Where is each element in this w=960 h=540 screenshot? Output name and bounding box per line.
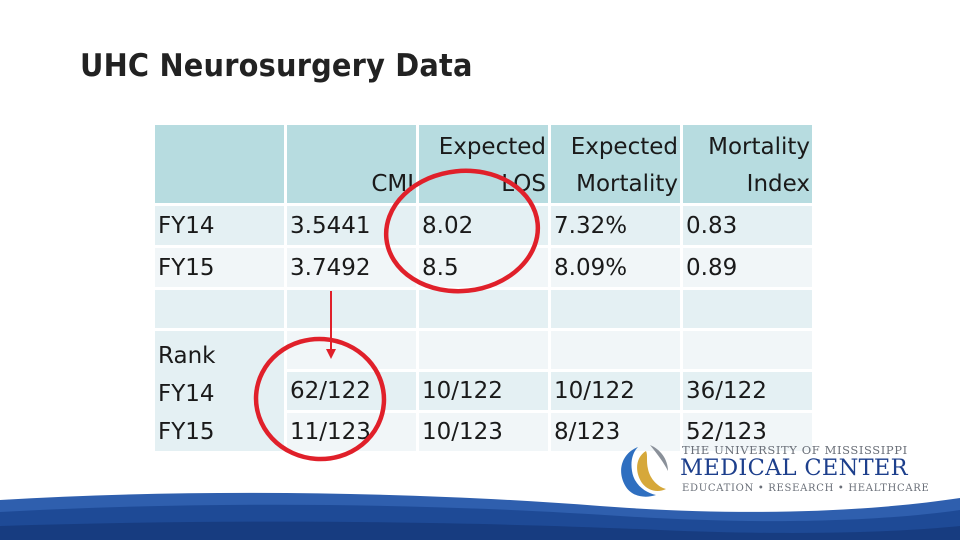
cell-fy15-expected-los: 8.5: [419, 248, 548, 287]
header-expected-mortality-line1: Expected: [570, 134, 678, 160]
header-cmi: CMI: [287, 125, 416, 203]
header-expected-mortality: Expected Mortality: [551, 125, 680, 203]
rank-fy14-mortality-index: 36/122: [683, 372, 812, 410]
blank-cell: [419, 331, 548, 369]
logo-line1: THE UNIVERSITY OF MISSISSIPPI: [682, 443, 908, 457]
logo-line3: EDUCATION • RESEARCH • HEALTHCARE: [682, 483, 930, 494]
blank-cell: [287, 331, 416, 369]
blank-cell: [287, 290, 416, 328]
cell-fy15-cmi: 3.7492: [287, 248, 416, 287]
cell-fy14-expected-mortality: 7.32%: [551, 206, 680, 245]
rank-fy15-expected-los: 10/123: [419, 413, 548, 451]
header-mortality-index-line1: Mortality: [708, 134, 810, 160]
header-expected-los-line2: LOS: [501, 171, 546, 197]
header-cmi-line1: CMI: [371, 171, 414, 197]
rank-label-fy15: FY15: [158, 419, 215, 445]
header-expected-mortality-line2: Mortality: [576, 171, 678, 197]
blank-cell: [155, 290, 284, 328]
rank-label: Rank: [158, 343, 216, 369]
header-blank: [155, 125, 284, 203]
cell-fy15-expected-mortality: 8.09%: [551, 248, 680, 287]
blank-cell: [683, 290, 812, 328]
header-mortality-index-line2: Index: [746, 171, 810, 197]
bottom-wave-band: [0, 492, 960, 540]
blank-cell: [683, 331, 812, 369]
blank-cell: [551, 290, 680, 328]
rank-label-fy14: FY14: [158, 381, 215, 407]
blank-cell: [551, 331, 680, 369]
umc-logo: THE UNIVERSITY OF MISSISSIPPI MEDICAL CE…: [612, 443, 929, 501]
rank-fy14-cmi: 62/122: [287, 372, 416, 410]
row-label-fy15: FY15: [155, 248, 284, 287]
header-expected-los: Expected LOS: [419, 125, 548, 203]
umc-emblem-icon: [621, 445, 668, 497]
header-mortality-index: Mortality Index: [683, 125, 812, 203]
cell-fy15-mortality-index: 0.89: [683, 248, 812, 287]
cell-fy14-cmi: 3.5441: [287, 206, 416, 245]
blank-cell: [419, 290, 548, 328]
logo-line2: MEDICAL CENTER: [680, 455, 908, 481]
cell-fy14-mortality-index: 0.83: [683, 206, 812, 245]
rank-fy15-mortality-index: 52/123: [683, 413, 812, 451]
rank-fy14-expected-mortality: 10/122: [551, 372, 680, 410]
header-expected-los-line1: Expected: [438, 134, 546, 160]
data-table: CMI Expected LOS Expected Mortality Mort…: [155, 125, 812, 451]
rank-fy15-cmi: 11/123: [287, 413, 416, 451]
slide-title: UHC Neurosurgery Data: [80, 48, 473, 84]
rank-fy15-expected-mortality: 8/123: [551, 413, 680, 451]
rank-labels: Rank FY14 FY15: [155, 331, 284, 451]
row-label-fy14: FY14: [155, 206, 284, 245]
cell-fy14-expected-los: 8.02: [419, 206, 548, 245]
rank-fy14-expected-los: 10/122: [419, 372, 548, 410]
